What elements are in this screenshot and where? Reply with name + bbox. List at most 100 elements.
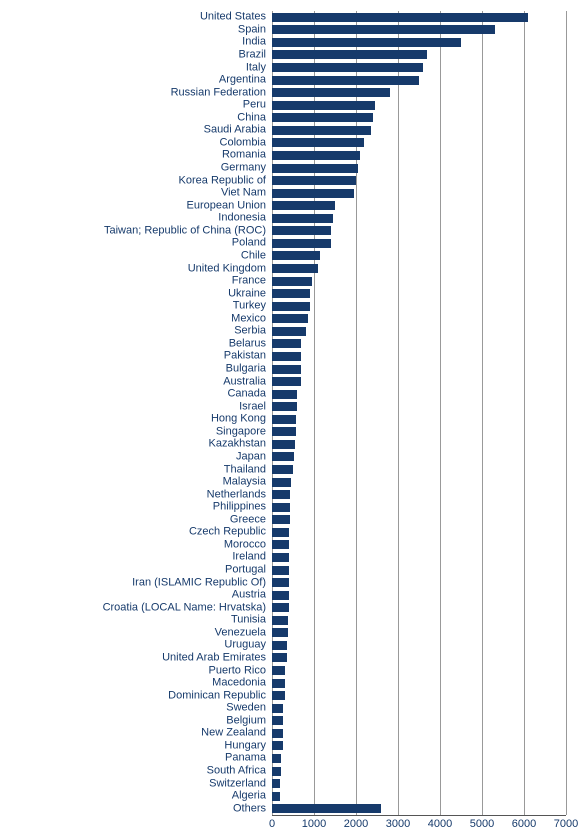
bar (272, 126, 371, 135)
y-tick-label: Switzerland (209, 778, 272, 789)
bar (272, 741, 283, 750)
bar (272, 327, 306, 336)
gridline (566, 11, 567, 815)
bar (272, 251, 320, 260)
bar (272, 50, 427, 59)
bar (272, 339, 301, 348)
y-tick-label: Malaysia (223, 477, 272, 488)
bar (272, 578, 289, 587)
bar-row: Italy (272, 63, 566, 72)
bar (272, 452, 294, 461)
y-tick-label: Greece (230, 514, 272, 525)
bar-row: South Africa (272, 767, 566, 776)
y-tick-label: Kazakhstan (209, 439, 272, 450)
x-tick-label: 5000 (470, 815, 494, 830)
bar (272, 289, 310, 298)
bar-row: United States (272, 13, 566, 22)
bar-row: Colombia (272, 138, 566, 147)
bar (272, 88, 390, 97)
bar (272, 415, 296, 424)
bar-row: India (272, 38, 566, 47)
bar (272, 377, 301, 386)
bar-row: Mexico (272, 314, 566, 323)
y-tick-label: South Africa (207, 766, 272, 777)
bar (272, 704, 283, 713)
x-tick-label: 0 (269, 815, 275, 830)
y-tick-label: Australia (223, 376, 272, 387)
bar-row: Czech Republic (272, 528, 566, 537)
bar-row: Canada (272, 390, 566, 399)
y-tick-label: New Zealand (201, 728, 272, 739)
y-tick-label: Italy (246, 62, 272, 73)
x-axis-line (272, 815, 566, 816)
bar-row: Iran (ISLAMIC Republic Of) (272, 578, 566, 587)
bar-row: Saudi Arabia (272, 126, 566, 135)
bar (272, 427, 296, 436)
bar-row: Venezuela (272, 628, 566, 637)
bar-row: Germany (272, 164, 566, 173)
y-tick-label: Algeria (232, 791, 272, 802)
y-tick-label: Japan (236, 451, 272, 462)
y-tick-label: Ukraine (228, 288, 272, 299)
bar (272, 490, 290, 499)
bar-row: United Arab Emirates (272, 653, 566, 662)
bar-row: Chile (272, 251, 566, 260)
y-tick-label: Argentina (219, 75, 272, 86)
bar-row: Turkey (272, 302, 566, 311)
bar-row: Tunisia (272, 616, 566, 625)
bar-row: Belarus (272, 339, 566, 348)
bar-row: Bulgaria (272, 365, 566, 374)
y-tick-label: Colombia (220, 137, 272, 148)
bar (272, 804, 381, 813)
bar (272, 277, 312, 286)
y-tick-label: Chile (241, 250, 272, 261)
bar (272, 553, 289, 562)
bar (272, 189, 354, 198)
bar-row: Argentina (272, 76, 566, 85)
bar-row: Pakistan (272, 352, 566, 361)
bar (272, 591, 289, 600)
bar (272, 365, 301, 374)
y-tick-label: Croatia (LOCAL Name: Hrvatska) (103, 602, 272, 613)
bar-row: Dominican Republic (272, 691, 566, 700)
bar (272, 314, 308, 323)
y-tick-label: Spain (238, 24, 272, 35)
y-tick-label: India (242, 37, 272, 48)
y-tick-label: United Kingdom (188, 263, 272, 274)
bar (272, 164, 358, 173)
x-tick-label: 7000 (554, 815, 578, 830)
bar-row: Poland (272, 239, 566, 248)
bar (272, 63, 423, 72)
y-tick-label: Panama (225, 753, 272, 764)
bar-row: Ukraine (272, 289, 566, 298)
bar-row: Taiwan; Republic of China (ROC) (272, 226, 566, 235)
bar-row: Hungary (272, 741, 566, 750)
y-tick-label: Philippines (213, 502, 272, 513)
bar-row: Panama (272, 754, 566, 763)
y-tick-label: Tunisia (231, 615, 272, 626)
y-tick-label: United States (200, 12, 272, 23)
y-tick-label: Macedonia (212, 678, 272, 689)
bar (272, 440, 295, 449)
y-tick-label: Morocco (224, 539, 272, 550)
bar-row: Romania (272, 151, 566, 160)
bar-row: Korea Republic of (272, 176, 566, 185)
y-tick-label: Saudi Arabia (204, 125, 272, 136)
country-bar-chart: 01000200030004000500060007000United Stat… (0, 0, 580, 840)
bar-row: Puerto Rico (272, 666, 566, 675)
y-tick-label: Belarus (229, 338, 272, 349)
y-tick-label: Peru (243, 100, 272, 111)
bar (272, 515, 290, 524)
y-tick-label: Others (233, 803, 272, 814)
bar-row: Philippines (272, 503, 566, 512)
y-tick-label: Hungary (224, 740, 272, 751)
y-tick-label: Thailand (224, 464, 272, 475)
bar-row: Japan (272, 452, 566, 461)
bar (272, 465, 293, 474)
bar-row: Algeria (272, 792, 566, 801)
y-tick-label: Czech Republic (189, 527, 272, 538)
bar (272, 76, 419, 85)
bar (272, 503, 290, 512)
x-tick-label: 2000 (344, 815, 368, 830)
y-tick-label: Bulgaria (226, 364, 272, 375)
